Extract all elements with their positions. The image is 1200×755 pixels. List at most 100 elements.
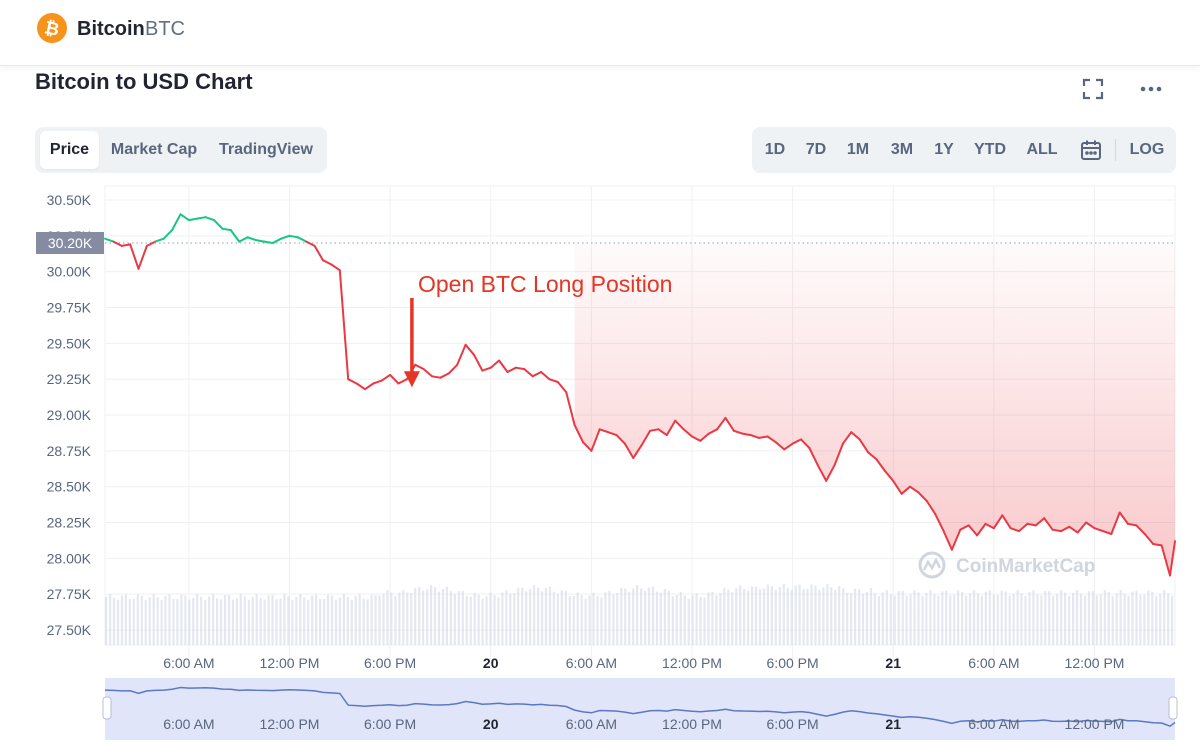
volume-bar — [1099, 594, 1102, 645]
price-segment — [213, 219, 224, 230]
volume-bar — [481, 598, 484, 645]
price-segment — [1118, 511, 1129, 525]
volume-bar — [1056, 594, 1059, 645]
range-1m[interactable]: 1M — [846, 141, 870, 158]
price-segment — [800, 438, 811, 449]
volume-bar — [1052, 595, 1055, 645]
price-segment — [489, 359, 501, 369]
navigator-handle-left[interactable] — [102, 696, 112, 720]
x-tick-label: 12:00 PM — [1065, 655, 1125, 671]
y-tick-label: 27.75K — [47, 586, 92, 602]
volume-bar — [770, 586, 773, 645]
volume-bar — [754, 586, 758, 645]
volume-bar — [1020, 593, 1023, 645]
range-7d[interactable]: 7D — [805, 141, 827, 158]
volume-bar — [184, 595, 187, 645]
volume-bar — [1064, 592, 1067, 645]
calendar-icon[interactable] — [1080, 139, 1102, 161]
coinmarketcap-watermark: CoinMarketCap — [918, 551, 1095, 579]
volume-bar — [112, 597, 116, 645]
log-toggle[interactable]: LOG — [1129, 141, 1165, 158]
price-segment — [724, 416, 735, 432]
price-segment — [145, 240, 157, 247]
annotation-arrow-head — [403, 371, 420, 388]
tab-price[interactable]: Price — [40, 131, 99, 169]
volume-bar — [493, 595, 496, 645]
range-1d[interactable]: 1D — [764, 141, 786, 158]
more-icon[interactable] — [1138, 78, 1164, 100]
price-segment — [707, 428, 719, 435]
price-chart[interactable]: CoinMarketCap 30.50K30.25K30.00K29.75K29… — [0, 180, 1200, 755]
price-segment — [506, 366, 517, 373]
volume-bar — [1159, 593, 1162, 645]
price-segment — [473, 353, 484, 372]
price-segment — [1018, 522, 1029, 533]
volume-bar — [949, 595, 952, 645]
volume-bar — [790, 589, 793, 645]
volume-bar — [901, 591, 904, 645]
volume-bar — [588, 595, 591, 645]
volume-bar — [572, 596, 575, 645]
price-segment — [523, 368, 534, 378]
volume-bar — [303, 597, 306, 645]
volume-bar — [683, 595, 686, 645]
volume-bar — [465, 596, 468, 645]
volume-bar — [152, 594, 155, 645]
price-segment — [858, 438, 870, 454]
volume-bar — [556, 593, 559, 645]
volume-bar — [275, 599, 278, 645]
price-segment — [657, 428, 668, 437]
navigator-handle-right[interactable] — [1168, 696, 1178, 720]
fullscreen-icon[interactable] — [1082, 78, 1104, 100]
price-segment — [372, 379, 383, 385]
range-ytd[interactable]: YTD — [974, 141, 1006, 158]
volume-bar — [1115, 593, 1118, 645]
bitcoin-icon: ₿ — [37, 13, 67, 43]
price-segment — [556, 381, 568, 394]
volume-bar — [398, 592, 401, 645]
volume-bar — [640, 588, 643, 645]
y-tick-label: 28.75K — [47, 443, 92, 459]
volume-bar — [239, 594, 242, 645]
volume-bar — [1072, 592, 1075, 645]
volume-bar — [473, 592, 476, 645]
price-segment — [1160, 544, 1171, 577]
volume-bar — [858, 589, 861, 645]
volume-bar — [957, 590, 960, 645]
volume-bar — [897, 591, 900, 645]
range-navigator[interactable]: 6:00 AM 12:00 PM 6:00 PM 20 6:00 AM 12:00 PM 6… — [102, 678, 1178, 740]
price-segment — [900, 485, 911, 495]
volume-bar — [1044, 590, 1047, 645]
chart-type-tabs: Price Market Cap TradingView — [35, 127, 327, 173]
price-segment — [238, 236, 249, 243]
volume-bar — [659, 592, 662, 645]
price-segment — [766, 435, 777, 444]
volume-bar — [418, 586, 421, 645]
volume-bar — [727, 589, 730, 645]
volume-bar — [148, 597, 151, 645]
range-3m[interactable]: 3M — [890, 141, 914, 158]
current-price-label: 30.20K — [48, 235, 93, 251]
volume-bar — [976, 593, 980, 645]
price-segment — [716, 416, 727, 431]
y-tick-label: 28.25K — [47, 515, 92, 531]
volume-bar — [731, 592, 734, 645]
price-segment — [179, 213, 190, 222]
price-segment — [229, 229, 241, 243]
volume-bar — [766, 584, 769, 645]
range-1y[interactable]: 1Y — [934, 141, 954, 158]
price-segment — [531, 371, 543, 378]
tab-tradingview[interactable]: TradingView — [219, 141, 313, 158]
price-segment — [548, 378, 559, 383]
volume-bar — [509, 593, 512, 645]
price-segment — [774, 441, 786, 451]
tab-market-cap[interactable]: Market Cap — [110, 141, 198, 158]
price-segment — [1076, 521, 1088, 534]
price-segment — [129, 243, 140, 270]
volume-bar — [453, 594, 456, 645]
range-all[interactable]: ALL — [1026, 141, 1058, 158]
volume-bar — [1091, 590, 1094, 645]
volume-bar — [1075, 590, 1079, 645]
price-segment — [171, 213, 182, 232]
volume-bar — [632, 588, 635, 645]
